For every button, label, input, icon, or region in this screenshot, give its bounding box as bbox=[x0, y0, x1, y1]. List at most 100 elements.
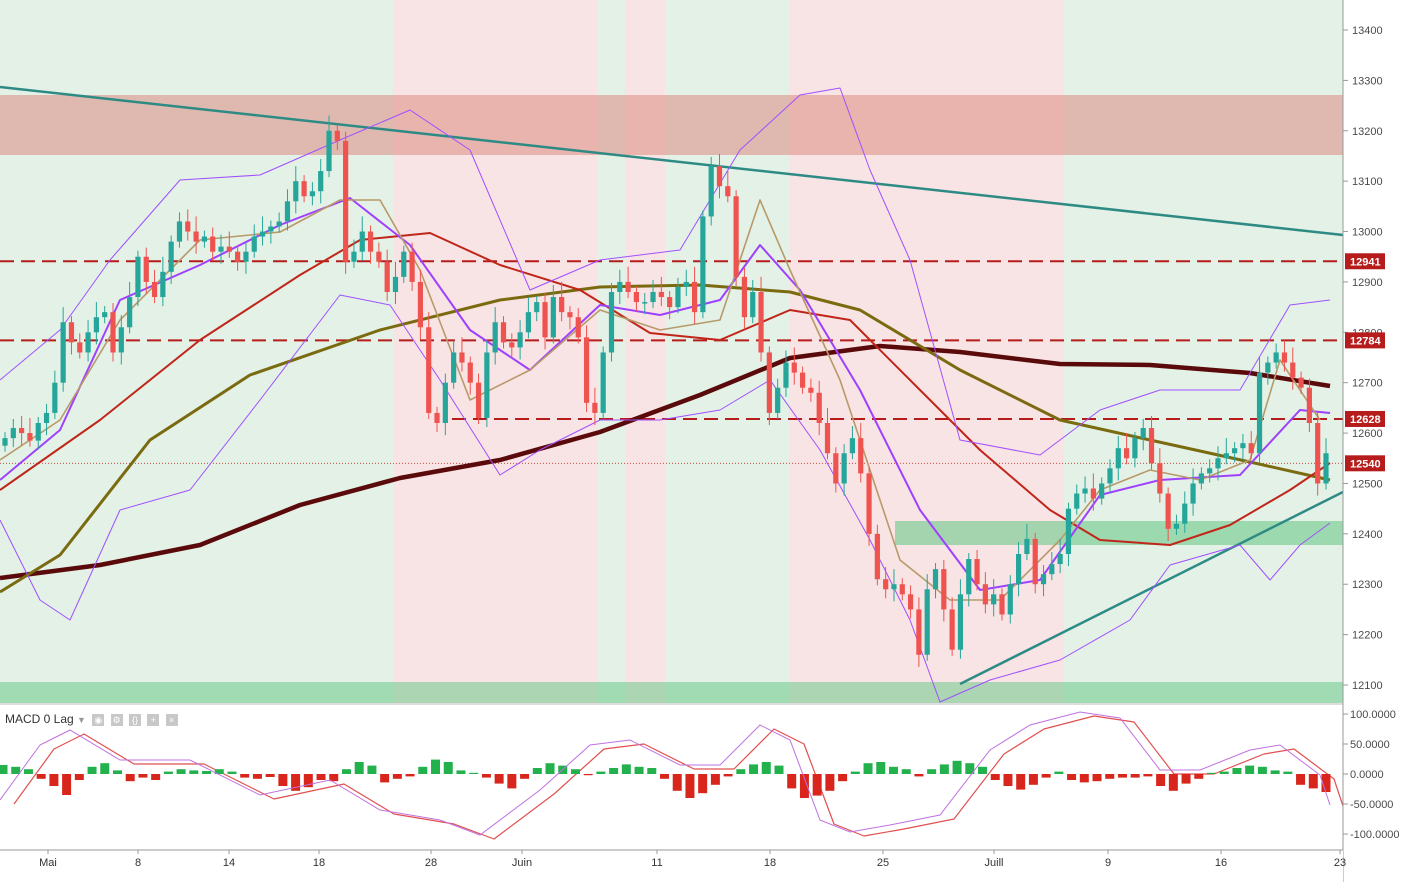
candle-body bbox=[68, 322, 75, 343]
price-tick-label: 12600 bbox=[1352, 428, 1383, 440]
macd-histogram-bar bbox=[609, 768, 619, 774]
macd-histogram-bar bbox=[1028, 774, 1038, 785]
macd-histogram-bar bbox=[62, 774, 72, 795]
candle-body bbox=[251, 236, 257, 252]
macd-histogram-bar bbox=[418, 766, 428, 774]
macd-histogram-bar bbox=[1156, 774, 1166, 786]
macd-histogram-bar bbox=[125, 774, 135, 782]
candle-body bbox=[891, 584, 897, 590]
macd-histogram-bar bbox=[1003, 774, 1013, 786]
close-icon[interactable]: × bbox=[165, 713, 178, 726]
candle-body bbox=[1057, 554, 1063, 565]
macd-histogram-bar bbox=[49, 774, 59, 786]
candle-body bbox=[608, 292, 615, 353]
candle-body bbox=[1290, 362, 1296, 378]
candle-body bbox=[1090, 488, 1096, 499]
macd-histogram-bar bbox=[405, 774, 415, 777]
candle-body bbox=[259, 231, 266, 237]
macd-histogram-bar bbox=[1079, 774, 1089, 783]
macd-histogram-bar bbox=[825, 774, 835, 791]
candle-body bbox=[52, 382, 58, 413]
candle-body bbox=[949, 609, 955, 650]
candle-body bbox=[534, 302, 540, 313]
dropdown-icon[interactable]: ▼ bbox=[77, 715, 86, 725]
macd-histogram-bar bbox=[812, 774, 822, 796]
macd-histogram-bar bbox=[303, 774, 313, 788]
candle-body bbox=[509, 342, 515, 348]
macd-histogram-bar bbox=[240, 774, 250, 778]
macd-histogram-bar bbox=[1296, 774, 1306, 785]
resistance-zone bbox=[0, 95, 1343, 155]
candle-body bbox=[293, 181, 299, 202]
macd-histogram-bar bbox=[0, 765, 8, 774]
candle-body bbox=[85, 332, 91, 353]
candle-body bbox=[525, 312, 532, 333]
candle-body bbox=[1099, 483, 1105, 499]
price-tick-label: 13200 bbox=[1352, 126, 1383, 138]
candle-body bbox=[841, 453, 847, 484]
macd-histogram-bar bbox=[570, 769, 580, 774]
price-tick-label: 12200 bbox=[1352, 630, 1383, 642]
macd-indicator-title[interactable]: MACD 0 Lag ▼ ◉ ⚙ {} + × bbox=[5, 712, 178, 726]
candle-body bbox=[833, 453, 839, 484]
macd-histogram-bar bbox=[990, 774, 1000, 780]
macd-histogram-bar bbox=[367, 765, 377, 774]
macd-histogram-bar bbox=[176, 769, 186, 774]
candle-body bbox=[1256, 372, 1263, 454]
candle-body bbox=[1157, 463, 1163, 494]
macd-line bbox=[0, 711, 1331, 836]
candle-body bbox=[118, 327, 124, 353]
date-tick-label: 9 bbox=[1105, 857, 1111, 869]
source-code-icon[interactable]: {} bbox=[129, 713, 141, 726]
candle-body bbox=[442, 382, 448, 423]
candle-body bbox=[417, 281, 424, 328]
candle-body bbox=[201, 236, 207, 242]
date-tick-label: 8 bbox=[135, 857, 141, 869]
macd-histogram-bar bbox=[952, 760, 962, 774]
macd-histogram-bar bbox=[456, 770, 466, 774]
macd-histogram-bar bbox=[583, 774, 593, 776]
candle-body bbox=[916, 609, 922, 655]
candle-body bbox=[467, 362, 473, 383]
candle-body bbox=[991, 594, 997, 605]
candle-body bbox=[575, 317, 581, 338]
bollinger-lower bbox=[0, 294, 1331, 703]
macd-histogram-bar bbox=[291, 774, 301, 791]
candle-body bbox=[500, 322, 507, 343]
candle-body bbox=[384, 261, 390, 292]
macd-histogram-bar bbox=[634, 766, 644, 774]
price-tag bbox=[1345, 253, 1385, 270]
candle-body bbox=[716, 166, 723, 187]
candle-body bbox=[351, 251, 357, 262]
candle-body bbox=[642, 302, 648, 304]
candle-body bbox=[633, 292, 640, 303]
price-axis-bg bbox=[1343, 0, 1405, 882]
candle-body bbox=[459, 352, 465, 363]
candle-body bbox=[93, 317, 99, 333]
macd-histogram-bar bbox=[850, 771, 860, 774]
macd-histogram-bar bbox=[1207, 772, 1217, 774]
candle-body bbox=[1315, 423, 1321, 484]
candle-body bbox=[1198, 473, 1204, 484]
add-icon[interactable]: + bbox=[147, 713, 160, 726]
price-tick-label: 12100 bbox=[1352, 680, 1383, 692]
macd-histogram-bar bbox=[787, 774, 797, 789]
date-tick-label: 25 bbox=[877, 857, 889, 869]
date-tick-label: 11 bbox=[651, 857, 662, 869]
candle-body bbox=[1281, 352, 1288, 363]
macd-histogram-bar bbox=[799, 774, 809, 798]
candle-body bbox=[1082, 488, 1088, 494]
candle-body bbox=[243, 251, 249, 262]
candle-body bbox=[667, 297, 673, 308]
macd-histogram-bar bbox=[876, 762, 886, 774]
macd-histogram-bar bbox=[1257, 766, 1267, 774]
candle-body bbox=[276, 221, 282, 227]
trendlines bbox=[0, 85, 1344, 686]
candle-body bbox=[318, 171, 324, 192]
macd-histogram-bar bbox=[685, 774, 695, 798]
macd-histogram-bar bbox=[660, 774, 669, 779]
settings-icon[interactable]: ⚙ bbox=[110, 713, 123, 726]
eye-icon[interactable]: ◉ bbox=[92, 713, 105, 726]
price-tick-label: 13400 bbox=[1352, 25, 1383, 37]
